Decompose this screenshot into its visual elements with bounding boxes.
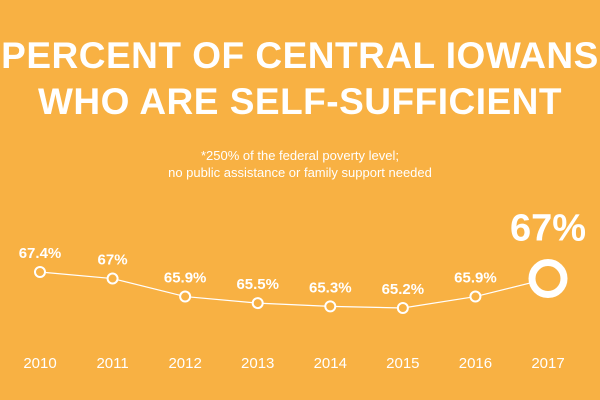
- x-tick-label-2012: 2012: [168, 355, 201, 372]
- series-line: [39, 271, 549, 309]
- data-point-2013: [251, 297, 264, 310]
- data-point-2015: [396, 302, 409, 314]
- data-label-2016: 65.9%: [454, 270, 497, 287]
- data-label-2011: 67%: [98, 252, 128, 269]
- footnote-line-1: *250% of the federal poverty level;: [200, 148, 399, 163]
- x-tick-label-2010: 2010: [23, 355, 56, 372]
- x-tick-label-2016: 2016: [459, 355, 492, 372]
- data-point-2012: [179, 290, 192, 303]
- title-line-1: PERCENT OF CENTRAL IOWANS: [1, 35, 599, 76]
- highlight-point-2017: [528, 259, 568, 299]
- footnote-line-2: no public assistance or family support n…: [168, 165, 432, 180]
- x-tick-label-2015: 2015: [386, 355, 419, 372]
- data-label-2014: 65.3%: [309, 279, 352, 296]
- title-line-2: WHO ARE SELF-SUFFICIENT: [38, 81, 562, 122]
- x-tick-label-2014: 2014: [314, 355, 347, 372]
- data-label-2012: 65.9%: [164, 270, 207, 287]
- data-label-2013: 65.5%: [236, 276, 279, 293]
- data-point-2011: [106, 272, 119, 285]
- data-label-2015: 65.2%: [382, 281, 425, 298]
- data-point-2010: [34, 266, 46, 278]
- data-point-2014: [324, 300, 337, 313]
- data-point-2016: [469, 290, 482, 303]
- data-label-2017: 67%: [510, 208, 586, 250]
- data-label-2010: 67.4%: [19, 245, 62, 262]
- x-tick-label-2017: 2017: [531, 355, 564, 372]
- x-tick-label-2011: 2011: [96, 355, 128, 372]
- x-tick-label-2013: 2013: [241, 355, 274, 372]
